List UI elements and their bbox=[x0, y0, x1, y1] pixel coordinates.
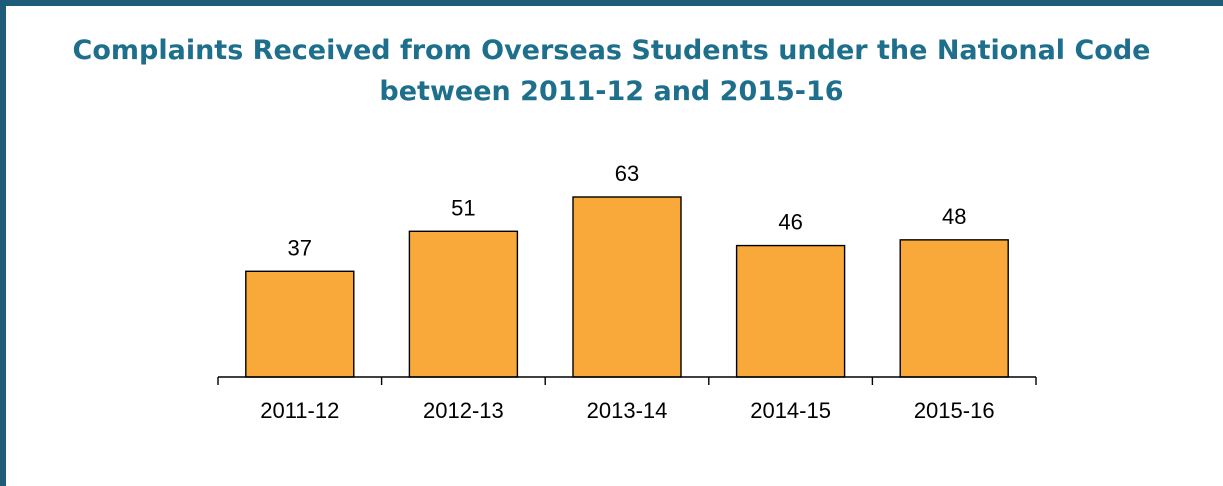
bar-2012-13 bbox=[408, 230, 519, 378]
bar-2013-14 bbox=[572, 196, 682, 378]
x-tick-label-2013-14: 2013-14 bbox=[587, 398, 668, 423]
data-label-2011-12: 37 bbox=[288, 235, 312, 260]
bar-2011-12 bbox=[245, 270, 355, 378]
x-tick-label-2012-13: 2012-13 bbox=[423, 398, 504, 423]
chart-title-line-1: Complaints Received from Overseas Studen… bbox=[72, 35, 1151, 66]
x-axis bbox=[217, 376, 1037, 385]
data-label-2012-13: 51 bbox=[451, 195, 475, 220]
data-label-2014-15: 46 bbox=[778, 210, 802, 235]
chart-title: Complaints Received from Overseas Studen… bbox=[0, 30, 1223, 112]
bars-group bbox=[245, 196, 1009, 378]
bar-2014-15 bbox=[735, 244, 846, 378]
data-label-2013-14: 63 bbox=[615, 161, 639, 186]
x-tick-label-2014-15: 2014-15 bbox=[750, 398, 831, 423]
x-tick-label-2011-12: 2011-12 bbox=[260, 398, 339, 423]
data-label-2015-16: 48 bbox=[942, 204, 966, 229]
labels-group: 37 2011-12 51 2012-13 63 2013-14 46 2014-15 48 20… bbox=[260, 161, 994, 423]
x-tick-label-2015-16: 2015-16 bbox=[914, 398, 995, 423]
bar-2015-16 bbox=[899, 239, 1009, 378]
chart-title-line-2: between 2011-12 and 2015-16 bbox=[379, 76, 844, 107]
